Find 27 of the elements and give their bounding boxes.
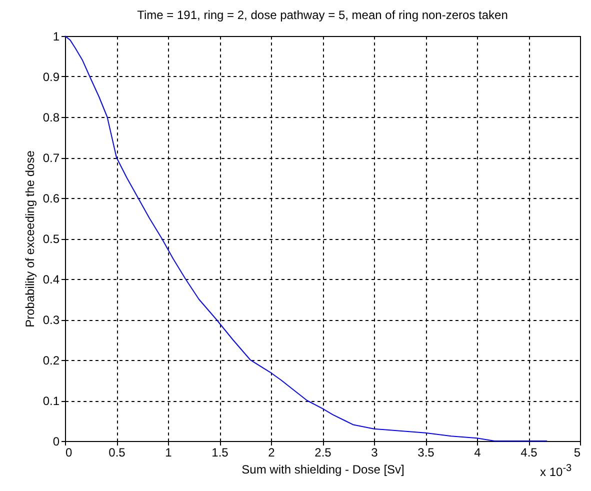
x-axis-title: Sum with shielding - Dose [Sv] <box>242 462 404 476</box>
x-tick-label: 1.5 <box>212 446 229 460</box>
y-tick-label: 0.6 <box>42 192 60 206</box>
x-tick-label: 4.5 <box>520 446 538 460</box>
x-tick-label: 2.5 <box>314 446 332 460</box>
x-tick-label: 4 <box>474 446 482 460</box>
y-tick-label: 0.7 <box>42 151 60 165</box>
y-tick-label: 0.3 <box>42 313 60 327</box>
x-tick-label: 3 <box>371 446 378 460</box>
y-axis-title: Probability of exceeding the dose <box>22 150 37 328</box>
x-tick-label: 0 <box>66 446 72 460</box>
y-tick-label: 0.1 <box>42 394 60 408</box>
x-tick-label: 5 <box>574 446 581 460</box>
y-tick-label: 1 <box>52 30 60 44</box>
y-tick-label: 0.8 <box>42 110 60 124</box>
x-tick-label: 0.5 <box>108 446 126 460</box>
y-tick-label: 0.4 <box>42 272 60 286</box>
y-tick-label: 0.5 <box>42 232 60 246</box>
y-tick-label: 0.2 <box>42 354 60 368</box>
y-tick-label: 0.9 <box>42 70 60 84</box>
line-series <box>64 36 548 442</box>
y-tick-label: 0 <box>52 434 60 448</box>
text: x 10$^{-3}$ <box>540 463 572 479</box>
chart-title: Time = 191, ring = 2, dose pathway = 5, mean of ring non-zeros taken <box>137 8 508 22</box>
x-tick-label: 2 <box>268 446 276 460</box>
x-tick-label: 1 <box>165 446 172 460</box>
x-tick-label: 3.5 <box>418 446 435 460</box>
